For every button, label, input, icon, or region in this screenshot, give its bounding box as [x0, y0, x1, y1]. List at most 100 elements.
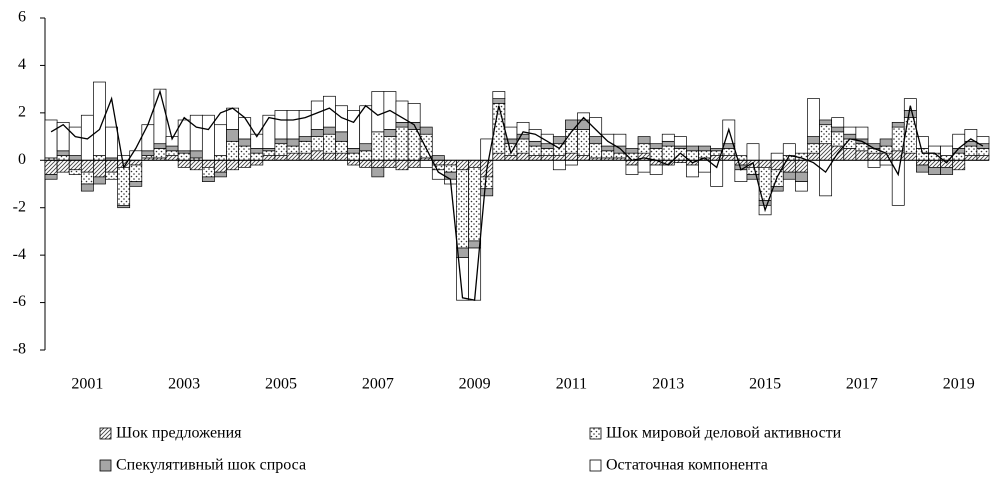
bar-segment	[855, 126, 869, 140]
bar-segment	[686, 164, 699, 178]
bar-segment	[274, 138, 288, 145]
bar-segment	[153, 148, 167, 159]
bar-segment	[758, 159, 772, 168]
bar-segment	[335, 152, 348, 161]
y-tick-label: 2	[18, 104, 26, 121]
bar-segment	[274, 110, 288, 140]
y-tick-label: -8	[13, 341, 26, 358]
bar-segment	[698, 150, 711, 159]
legend-swatch	[99, 427, 112, 440]
bar-segment	[492, 91, 506, 99]
legend-label: Спекулятивный шок спроса	[116, 457, 306, 474]
bar-segment	[867, 148, 881, 154]
bar-segment	[661, 133, 675, 142]
bar-segment	[516, 138, 530, 154]
bar-segment	[141, 150, 155, 156]
x-tick-label: 2009	[459, 376, 491, 393]
bar-segment	[601, 145, 615, 152]
bar-segment	[710, 148, 724, 152]
bar-segment	[371, 131, 385, 161]
bar-segment	[807, 143, 820, 154]
bar-segment	[298, 110, 312, 137]
bar-segment	[734, 169, 748, 182]
bar-segment	[468, 167, 482, 242]
bar-segment	[528, 145, 542, 156]
x-tick-label: 2003	[168, 376, 200, 393]
bar-segment	[347, 159, 361, 166]
bar-segment	[504, 155, 518, 161]
bar-segment	[93, 159, 106, 178]
bar-segment	[795, 159, 808, 173]
bar-segment	[795, 181, 808, 192]
bar-segment	[516, 152, 530, 161]
bar-segment	[540, 155, 554, 161]
bar-segment	[952, 159, 966, 171]
bar-segment	[335, 140, 348, 154]
bar-segment	[431, 155, 445, 161]
bar-segment	[129, 159, 143, 166]
bar-segment	[105, 126, 118, 159]
bar-segment	[56, 155, 70, 161]
bar-segment	[819, 124, 833, 145]
bar-segment	[298, 140, 312, 154]
bar-segment	[201, 176, 215, 182]
bar-segment	[153, 143, 167, 149]
bar-segment	[480, 188, 494, 197]
bar-segment	[565, 152, 578, 161]
bar-segment	[843, 148, 857, 161]
bar-segment	[129, 164, 143, 182]
bar-segment	[879, 138, 893, 147]
bar-segment	[80, 159, 94, 173]
bar-segment	[359, 159, 373, 168]
bar-segment	[310, 129, 324, 137]
bar-segment	[395, 159, 409, 171]
bar-segment	[129, 181, 143, 187]
legend-swatch	[589, 459, 602, 472]
bar-segment	[347, 152, 361, 161]
bar-segment	[565, 159, 578, 166]
bar-segment	[250, 159, 264, 166]
bar-segment	[613, 133, 627, 147]
bar-segment	[117, 167, 131, 206]
bar-segment	[262, 114, 276, 149]
bar-segment	[262, 150, 276, 156]
x-tick-label: 2013	[652, 376, 684, 393]
bar-segment	[165, 145, 179, 152]
bar-segment	[891, 121, 905, 128]
x-tick-label: 2011	[556, 376, 587, 393]
x-tick-label: 2001	[71, 376, 103, 393]
bar-segment	[105, 159, 118, 173]
bar-segment	[456, 159, 469, 171]
bar-segment	[359, 150, 373, 161]
bar-segment	[189, 159, 203, 171]
bar-segment	[226, 159, 239, 171]
bar-segment	[867, 152, 881, 161]
bar-segment	[843, 126, 857, 135]
bar-segment	[262, 155, 276, 161]
bar-segment	[214, 159, 227, 173]
bar-segment	[383, 159, 397, 168]
bar-segment	[940, 167, 954, 175]
bar-segment	[601, 150, 615, 159]
bar-segment	[177, 150, 191, 154]
bar-segment	[310, 150, 324, 161]
bar-segment	[625, 164, 639, 175]
bar-segment	[831, 126, 845, 133]
bar-segment	[250, 148, 264, 154]
y-tick-label: 4	[18, 56, 26, 73]
bar-segment	[444, 164, 457, 173]
bar-segment	[504, 138, 518, 145]
bar-segment	[395, 100, 409, 123]
bar-segment	[928, 167, 941, 175]
bar-segment	[238, 145, 252, 161]
y-tick-label: 6	[18, 9, 26, 26]
bar-segment	[795, 171, 808, 182]
bar-segment	[686, 145, 699, 152]
bar-segment	[274, 143, 288, 156]
y-tick-label: -2	[13, 198, 26, 215]
x-tick-label: 2005	[265, 376, 297, 393]
bar-segment	[625, 159, 639, 166]
bar-segment	[298, 152, 312, 161]
bar-segment	[286, 145, 300, 154]
